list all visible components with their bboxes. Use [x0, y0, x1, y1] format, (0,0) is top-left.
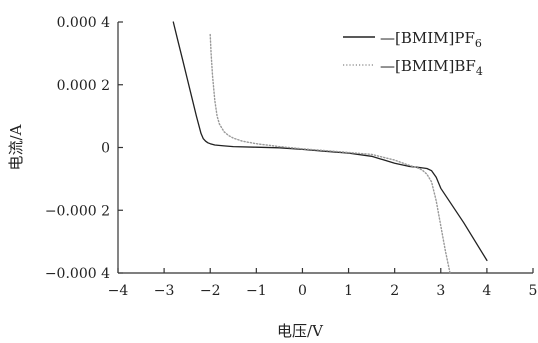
y-tick-label: 0.000 4 [57, 15, 111, 31]
x-tick-label: 4 [482, 283, 491, 299]
x-axis-label: 电压/V [277, 322, 324, 340]
y-tick-label: −0.000 4 [45, 266, 110, 282]
x-tick-label: 2 [390, 283, 399, 299]
legend-label-2: —[BMIM]BF4 [380, 57, 483, 78]
x-tick-label: 0 [298, 283, 307, 299]
series-line-1 [172, 21, 488, 262]
series-line-2 [209, 33, 451, 274]
y-axis-label: 电流/A [7, 124, 25, 170]
axes: −4 −3 −2 −1 0 1 2 3 4 5 0.000 4 0.000 2 0 −0.000 2 −0.… [7, 15, 537, 340]
legend: —[BMIM]PF6 —[BMIM]BF4 [343, 29, 483, 78]
legend-subscript-1: 6 [475, 37, 482, 50]
y-tick-label: 0 [101, 141, 110, 157]
x-tick-label: −2 [200, 283, 221, 299]
x-tick-label: 5 [529, 283, 538, 299]
legend-label-1: —[BMIM]PF6 [380, 29, 482, 50]
x-tick-label: −1 [246, 283, 267, 299]
y-tick-label: −0.000 2 [45, 203, 110, 219]
x-tick-label: −3 [154, 283, 175, 299]
series-layer [172, 21, 488, 274]
legend-subscript-2: 4 [476, 65, 483, 78]
y-tick-label: 0.000 2 [57, 78, 110, 94]
x-tick-label: 3 [436, 283, 445, 299]
x-tick-label: 1 [344, 283, 353, 299]
x-tick-label: −4 [108, 283, 129, 299]
